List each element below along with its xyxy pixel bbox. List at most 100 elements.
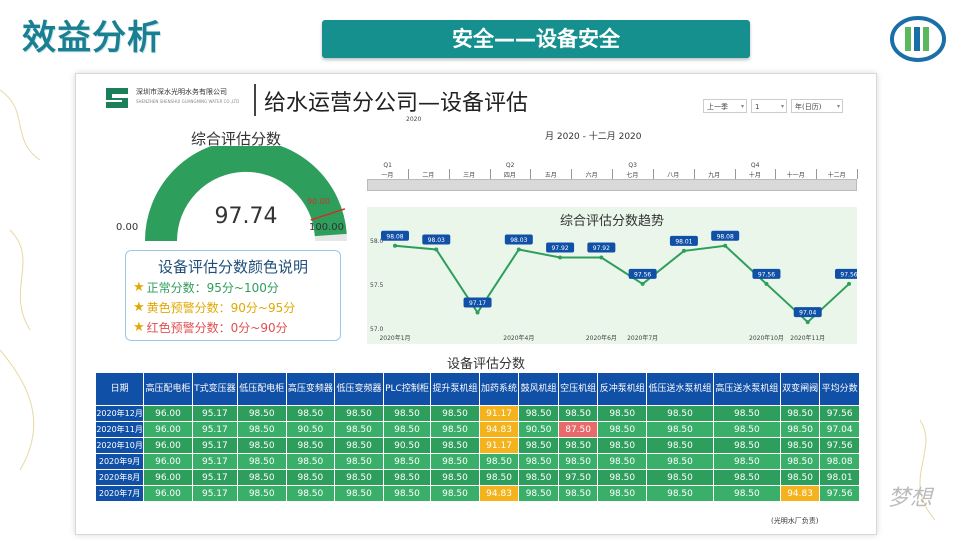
data-point	[475, 310, 480, 315]
score-gauge	[144, 146, 347, 242]
score-cell: 94.83	[478, 421, 520, 438]
score-cell: 98.50	[712, 453, 781, 470]
timeline-month[interactable]: 一月	[381, 172, 394, 179]
period-filter-dropdown[interactable]: 上一季 ▾	[703, 99, 747, 113]
column-header[interactable]: 低压送水泵机组	[646, 372, 714, 406]
column-header[interactable]: 平均分数	[819, 372, 860, 406]
date-cell: 2020年9月	[94, 453, 145, 470]
header-divider	[254, 84, 256, 116]
score-cell: 98.50	[597, 437, 648, 454]
timeline-month[interactable]: 五月	[544, 172, 557, 179]
count-filter-dropdown[interactable]: 1 ▾	[751, 99, 787, 113]
score-cell: 98.50	[478, 469, 520, 486]
timeline-month[interactable]: 十一月	[786, 172, 805, 179]
score-cell: 98.50	[334, 453, 384, 470]
gauge-threshold-label: 90.00	[307, 197, 330, 206]
score-cell: 98.50	[236, 421, 287, 438]
score-cell: 98.01	[819, 469, 860, 486]
score-cell: 96.00	[143, 469, 193, 486]
score-cell: 98.50	[236, 405, 287, 422]
calendar-filter-dropdown[interactable]: 年(日历) ▾	[791, 99, 843, 113]
score-cell: 98.50	[236, 437, 287, 454]
column-header[interactable]: 反冲泵机组	[597, 372, 648, 406]
data-label-bg	[381, 230, 409, 241]
column-header[interactable]: T式变压器	[191, 372, 238, 406]
column-header[interactable]: 双变闸阀	[779, 372, 821, 406]
x-tick-label: 2020年1月	[379, 334, 410, 342]
table-row[interactable]: 2020年12月 96.00 95.17 98.50 98.50 98.50 98.50 98…	[94, 405, 860, 422]
star-icon: ★	[133, 280, 145, 295]
column-header[interactable]: 低压配电柜	[236, 372, 287, 406]
section-banner: 安全——设备安全	[322, 20, 750, 58]
column-header[interactable]: 低压变频器	[334, 372, 384, 406]
table-row[interactable]: 2020年7月 96.00 95.17 98.50 98.50 98.50 98.50 98.…	[94, 485, 860, 502]
data-point	[558, 255, 563, 260]
column-header[interactable]: PLC控制柜	[382, 372, 432, 406]
timeline-month[interactable]: 八月	[667, 172, 680, 179]
timeline-separator	[734, 169, 736, 179]
timeline-month[interactable]: 十二月	[827, 172, 846, 179]
score-cell: 95.17	[191, 469, 238, 486]
timeline-month[interactable]: 三月	[463, 172, 476, 179]
timeline-scrollbar[interactable]	[367, 179, 857, 191]
data-label: 98.08	[717, 233, 734, 240]
timeline-month[interactable]: 九月	[708, 172, 721, 179]
series-line	[394, 244, 850, 324]
score-cell: 97.56	[819, 437, 860, 454]
timeline-title: 月 2020 - 十二月 2020	[545, 132, 642, 142]
timeline-separator	[693, 169, 695, 179]
score-cell: 98.50	[334, 421, 384, 438]
star-icon: ★	[133, 320, 145, 335]
score-cell: 98.50	[779, 437, 821, 454]
column-header[interactable]: 高压变频器	[285, 372, 336, 406]
score-cell: 91.17	[478, 437, 520, 454]
data-label-bg	[422, 234, 451, 245]
score-cell: 90.50	[285, 421, 336, 438]
legend-text: 红色预警分数：0分~90分	[146, 321, 288, 335]
column-header[interactable]: 加药系统	[478, 372, 520, 406]
timeline-quarter: Q1	[383, 162, 392, 169]
score-cell: 98.50	[597, 485, 648, 502]
score-cell: 98.50	[779, 469, 821, 486]
column-header[interactable]: 提升泵机组	[430, 372, 480, 406]
timeline-separator	[571, 169, 573, 179]
timeline-month[interactable]: 七月	[626, 172, 639, 179]
score-cell: 97.50	[557, 469, 599, 486]
table-body: 2020年12月 96.00 95.17 98.50 98.50 98.50 98.50 98…	[94, 405, 860, 502]
timeline-separator	[448, 169, 450, 179]
legend-title: 设备评估分数颜色说明	[157, 258, 308, 276]
legend-text: 黄色预警分数：90分~95分	[146, 301, 296, 315]
column-header[interactable]: 鼓风机组	[518, 372, 559, 406]
score-cell: 98.50	[478, 453, 520, 470]
column-header[interactable]: 高压送水泵机组	[712, 372, 781, 406]
timeline-slider-label[interactable]: 2020	[406, 116, 422, 123]
data-label: 98.01	[675, 238, 692, 245]
score-cell: 97.56	[819, 485, 860, 502]
column-header[interactable]: 空压机组	[557, 372, 599, 406]
x-tick-label: 2020年4月	[503, 334, 534, 342]
data-label-bg	[546, 242, 575, 253]
timeline-separator	[816, 169, 818, 179]
trend-chart: 综合评估分数趋势 58.0 57.5 57.0 98.08 98.03 97.17 98.0…	[367, 207, 857, 344]
score-cell: 98.50	[382, 469, 432, 486]
y-tick-label: 57.5	[370, 282, 384, 289]
timeline-month[interactable]: 六月	[585, 172, 598, 179]
column-header[interactable]: 日期	[94, 372, 145, 406]
organization-logo-icon	[890, 16, 946, 62]
y-tick-label: 58.0	[370, 238, 384, 245]
table-row[interactable]: 2020年11月 96.00 95.17 98.50 90.50 98.50 98.50 98…	[94, 421, 860, 438]
timeline-month[interactable]: 二月	[422, 172, 435, 179]
score-cell: 98.50	[646, 437, 714, 454]
column-header[interactable]: 高压配电柜	[143, 372, 193, 406]
table-row[interactable]: 2020年10月 96.00 95.17 98.50 98.50 98.50 90.50 98…	[94, 437, 860, 454]
gauge-max-label: 100.00	[309, 222, 344, 233]
timeline-month[interactable]: 四月	[503, 172, 516, 179]
table-row[interactable]: 2020年9月 96.00 95.17 98.50 98.50 98.50 98.50 98.…	[94, 453, 860, 470]
score-cell: 98.50	[334, 469, 384, 486]
score-cell: 98.50	[236, 453, 287, 470]
score-cell: 98.50	[382, 421, 432, 438]
table-header-row: 日期 高压配电柜 T式变压器 低压配电柜 高压变频器 低压变频器 PLC控制柜 提升泵机组 加药…	[94, 372, 860, 406]
timeline-month[interactable]: 十月	[748, 172, 761, 179]
table-row[interactable]: 2020年8月 96.00 95.17 98.50 98.50 98.50 98.50 98.…	[94, 469, 860, 486]
company-name: 深圳市深水光明水务有限公司	[136, 88, 227, 96]
